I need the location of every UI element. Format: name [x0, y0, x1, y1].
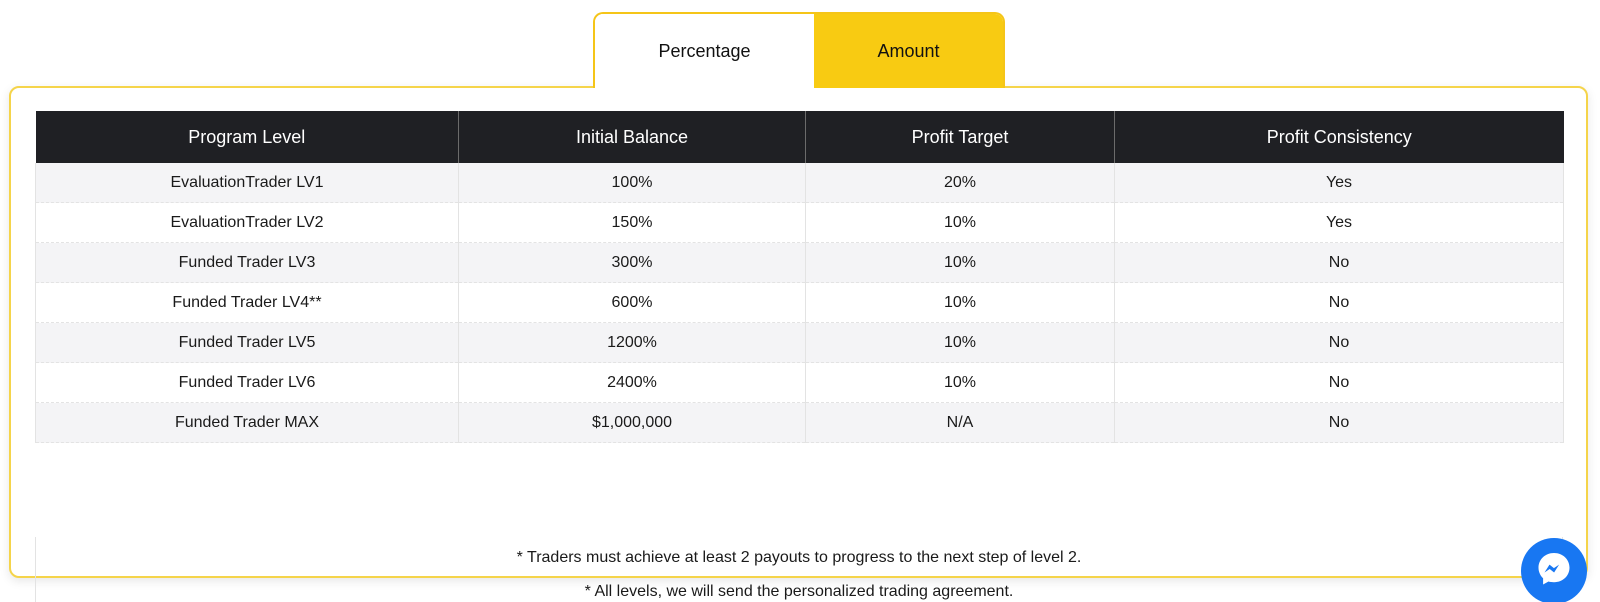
- cell-initial-balance: 600%: [458, 282, 806, 323]
- table-row: Funded Trader LV6 2400% 10% No: [35, 362, 1564, 403]
- cell-initial-balance: $1,000,000: [458, 402, 806, 443]
- program-levels-card: Program Level Initial Balance Profit Tar…: [9, 86, 1588, 602]
- table-row: Funded Trader LV5 1200% 10% No: [35, 322, 1564, 363]
- cell-program-level: EvaluationTrader LV1: [35, 163, 459, 203]
- cell-profit-target: N/A: [805, 402, 1115, 443]
- footnote-payouts: * Traders must achieve at least 2 payout…: [516, 549, 1082, 566]
- cell-program-level: Funded Trader LV5: [35, 322, 459, 363]
- cell-profit-consistency: Yes: [1114, 202, 1564, 243]
- cell-initial-balance: 100%: [458, 163, 806, 203]
- cell-program-level: Funded Trader MAX: [35, 402, 459, 443]
- cell-program-level: EvaluationTrader LV2: [35, 202, 459, 243]
- cell-profit-target: 10%: [805, 242, 1115, 283]
- table-row: EvaluationTrader LV1 100% 20% Yes: [35, 163, 1564, 203]
- cell-profit-consistency: No: [1114, 362, 1564, 403]
- active-tab-joint: [595, 84, 812, 90]
- table-row: Funded Trader LV3 300% 10% No: [35, 242, 1564, 283]
- cell-profit-consistency: No: [1114, 242, 1564, 283]
- footnote-agreement: * All levels, we will send the personali…: [584, 583, 1014, 600]
- table-header-row: Program Level Initial Balance Profit Tar…: [35, 111, 1564, 163]
- tab-amount[interactable]: Amount: [814, 14, 1003, 88]
- cell-profit-consistency: No: [1114, 282, 1564, 323]
- footnotes: * Traders must achieve at least 2 payout…: [35, 537, 1563, 602]
- header-program-level: Program Level: [35, 111, 459, 163]
- table-row: Funded Trader LV4** 600% 10% No: [35, 282, 1564, 323]
- view-mode-tabs: Percentage Amount: [593, 12, 1005, 88]
- cell-profit-consistency: No: [1114, 402, 1564, 443]
- cell-initial-balance: 150%: [458, 202, 806, 243]
- cell-profit-target: 20%: [805, 163, 1115, 203]
- cell-profit-consistency: Yes: [1114, 163, 1564, 203]
- messenger-icon: [1535, 550, 1573, 593]
- cell-profit-target: 10%: [805, 202, 1115, 243]
- cell-initial-balance: 1200%: [458, 322, 806, 363]
- cell-initial-balance: 300%: [458, 242, 806, 283]
- cell-profit-target: 10%: [805, 362, 1115, 403]
- header-initial-balance: Initial Balance: [458, 111, 806, 163]
- program-levels-table: Program Level Initial Balance Profit Tar…: [35, 111, 1564, 443]
- cell-program-level: Funded Trader LV6: [35, 362, 459, 403]
- table-row: EvaluationTrader LV2 150% 10% Yes: [35, 202, 1564, 243]
- cell-program-level: Funded Trader LV4**: [35, 282, 459, 323]
- header-profit-target: Profit Target: [805, 111, 1115, 163]
- header-profit-consistency: Profit Consistency: [1114, 111, 1564, 163]
- cell-program-level: Funded Trader LV3: [35, 242, 459, 283]
- cell-initial-balance: 2400%: [458, 362, 806, 403]
- tab-percentage[interactable]: Percentage: [595, 14, 814, 88]
- cell-profit-consistency: No: [1114, 322, 1564, 363]
- cell-profit-target: 10%: [805, 282, 1115, 323]
- table-row: Funded Trader MAX $1,000,000 N/A No: [35, 402, 1564, 443]
- cell-profit-target: 10%: [805, 322, 1115, 363]
- messenger-chat-button[interactable]: [1521, 538, 1587, 602]
